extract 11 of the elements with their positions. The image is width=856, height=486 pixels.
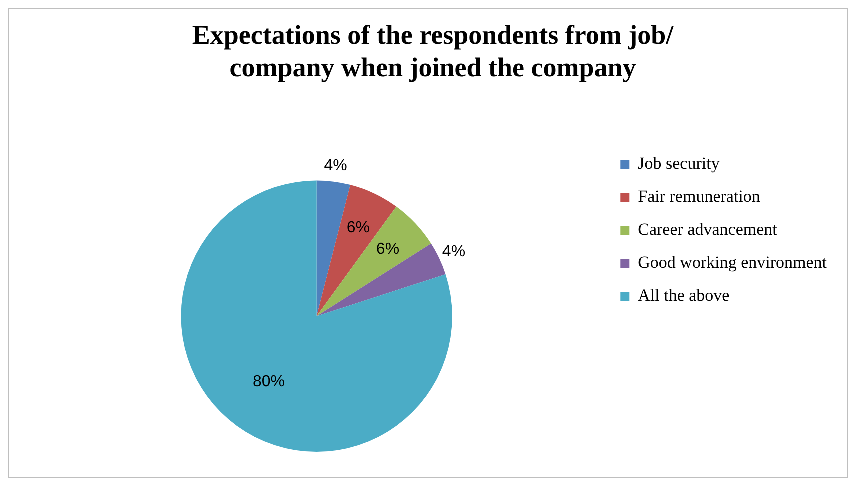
legend-label: Fair remuneration (638, 186, 761, 206)
legend-label: All the above (638, 286, 730, 305)
data-label: 80% (252, 374, 286, 391)
data-label: 6% (376, 240, 400, 258)
legend-label: Good working environment (638, 252, 828, 272)
data-label: 4% (324, 157, 348, 174)
legend-label: Career advancement (638, 220, 778, 239)
chart-title: Expectations of the respondents from job/ company when joined the company (192, 20, 674, 83)
data-label: 6% (346, 219, 370, 236)
data-label: 4% (442, 243, 466, 260)
legend-label: Job security (638, 154, 720, 173)
